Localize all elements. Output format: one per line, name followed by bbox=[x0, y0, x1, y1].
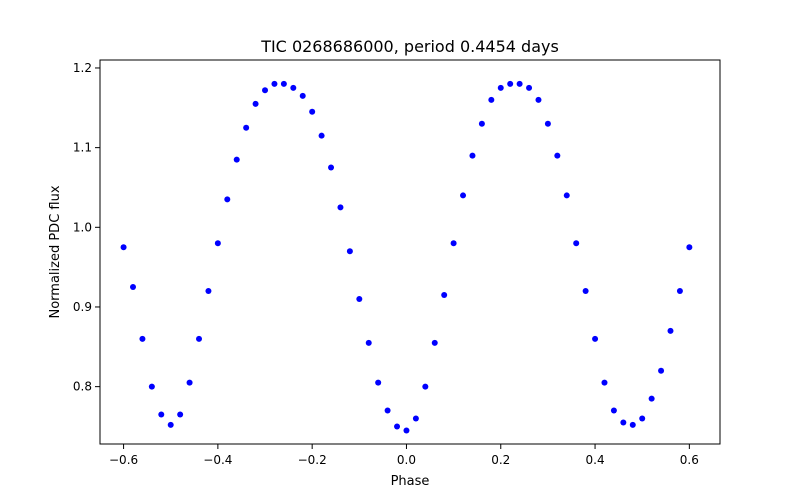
y-tick-label: 1.0 bbox=[73, 220, 92, 234]
data-point bbox=[648, 395, 655, 402]
data-point bbox=[535, 96, 542, 103]
chart-title: TIC 0268686000, period 0.4454 days bbox=[260, 37, 559, 56]
data-point bbox=[130, 284, 137, 291]
data-point bbox=[394, 423, 401, 430]
data-point bbox=[460, 192, 467, 199]
data-point bbox=[252, 100, 259, 107]
data-point bbox=[582, 288, 589, 295]
data-point bbox=[488, 96, 495, 103]
data-point bbox=[346, 248, 353, 255]
data-point bbox=[365, 339, 372, 346]
data-point bbox=[629, 421, 636, 428]
data-point bbox=[676, 288, 683, 295]
data-point bbox=[328, 164, 335, 171]
data-point bbox=[412, 415, 419, 422]
y-axis-ticks: 0.8 0.9 1.0 1.1 1.2 bbox=[73, 61, 100, 394]
data-point bbox=[177, 411, 184, 418]
data-point bbox=[563, 192, 570, 199]
x-tick-label: 0.0 bbox=[397, 453, 416, 467]
data-point bbox=[686, 244, 693, 251]
data-point bbox=[478, 120, 485, 127]
data-point bbox=[450, 240, 457, 247]
y-tick-label: 0.8 bbox=[73, 380, 92, 394]
data-point bbox=[667, 327, 674, 334]
data-point bbox=[299, 92, 306, 99]
data-point bbox=[469, 152, 476, 159]
x-axis-ticks: −0.6 −0.4 −0.2 0.0 0.2 0.4 0.6 bbox=[109, 444, 699, 467]
plot-frame bbox=[99, 59, 721, 445]
data-point bbox=[422, 383, 429, 390]
data-point bbox=[214, 240, 221, 247]
data-point bbox=[441, 292, 448, 299]
y-tick-label: 1.1 bbox=[73, 141, 92, 155]
y-tick-label: 1.2 bbox=[73, 61, 92, 75]
x-tick-label: 0.4 bbox=[586, 453, 605, 467]
data-point bbox=[318, 132, 325, 139]
data-point bbox=[205, 288, 212, 295]
data-point bbox=[186, 379, 193, 386]
data-point bbox=[120, 244, 127, 251]
data-point bbox=[507, 80, 514, 87]
x-tick-label: −0.2 bbox=[298, 453, 327, 467]
data-point bbox=[243, 124, 250, 131]
data-point bbox=[620, 419, 627, 426]
data-point bbox=[309, 108, 316, 115]
data-point bbox=[526, 84, 533, 91]
data-point bbox=[403, 427, 410, 434]
data-point bbox=[148, 383, 155, 390]
data-point bbox=[196, 335, 203, 342]
data-point bbox=[224, 196, 231, 203]
data-point bbox=[375, 379, 382, 386]
data-point bbox=[271, 80, 278, 87]
data-point bbox=[658, 367, 665, 374]
data-point bbox=[431, 339, 438, 346]
data-point bbox=[167, 421, 174, 428]
x-tick-label: −0.4 bbox=[203, 453, 232, 467]
data-point bbox=[158, 411, 165, 418]
data-point bbox=[592, 335, 599, 342]
data-point bbox=[516, 80, 523, 87]
data-point bbox=[280, 80, 287, 87]
data-point bbox=[233, 156, 240, 163]
x-tick-label: −0.6 bbox=[109, 453, 138, 467]
data-point bbox=[544, 120, 551, 127]
data-point bbox=[639, 415, 646, 422]
y-tick-label: 0.9 bbox=[73, 300, 92, 314]
x-tick-label: 0.2 bbox=[491, 453, 510, 467]
data-point bbox=[573, 240, 580, 247]
data-points bbox=[120, 80, 693, 434]
data-point bbox=[337, 204, 344, 211]
x-axis-label: Phase bbox=[391, 474, 430, 489]
data-point bbox=[262, 87, 269, 94]
y-axis-label: Normalized PDC flux bbox=[48, 185, 63, 318]
data-point bbox=[290, 84, 297, 91]
data-point bbox=[384, 407, 391, 414]
data-point bbox=[554, 152, 561, 159]
x-tick-label: 0.6 bbox=[680, 453, 699, 467]
data-point bbox=[601, 379, 608, 386]
data-point bbox=[610, 407, 617, 414]
data-point bbox=[356, 296, 363, 303]
data-point bbox=[139, 335, 146, 342]
data-point bbox=[497, 84, 504, 91]
